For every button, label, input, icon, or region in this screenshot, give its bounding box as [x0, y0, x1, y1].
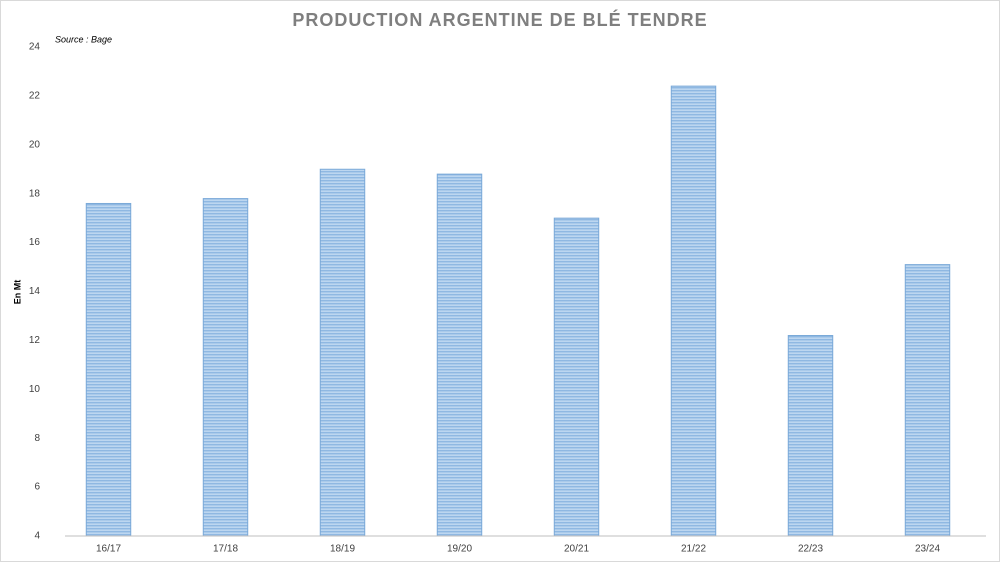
y-tick-label: 22 [29, 91, 41, 102]
y-tick-label: 20 [29, 139, 41, 150]
bar [202, 198, 249, 537]
bar [904, 264, 951, 537]
y-tick-label: 6 [34, 482, 40, 493]
annotation: Source : Bage [55, 34, 112, 44]
x-tick-label: 22/23 [798, 544, 823, 555]
bar [553, 217, 600, 537]
x-tick-label: 18/19 [330, 544, 355, 555]
chart-title: PRODUCTION ARGENTINE DE BLÉ TENDRE [292, 9, 707, 30]
y-tick-label: 10 [29, 384, 41, 395]
y-tick-label: 12 [29, 335, 41, 346]
y-tick-label: 14 [29, 286, 41, 297]
bar [787, 335, 834, 537]
bar [85, 202, 132, 537]
y-axis-label: En Mt [12, 280, 22, 305]
x-tick-label: 16/17 [96, 544, 121, 555]
x-tick-label: 21/22 [681, 544, 706, 555]
x-tick-label: 23/24 [915, 544, 940, 555]
x-tick-label: 19/20 [447, 544, 472, 555]
bar [670, 85, 717, 537]
bar [436, 173, 483, 537]
y-tick-label: 8 [34, 433, 40, 444]
x-tick-label: 20/21 [564, 544, 589, 555]
y-tick-label: 4 [34, 531, 40, 542]
y-tick-label: 16 [29, 237, 41, 248]
x-tick-label: 17/18 [213, 544, 238, 555]
y-tick-label: 18 [29, 188, 41, 199]
bar [319, 168, 366, 537]
y-tick-label: 24 [29, 42, 41, 53]
